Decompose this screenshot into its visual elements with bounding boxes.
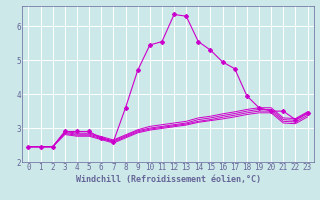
X-axis label: Windchill (Refroidissement éolien,°C): Windchill (Refroidissement éolien,°C) <box>76 175 260 184</box>
